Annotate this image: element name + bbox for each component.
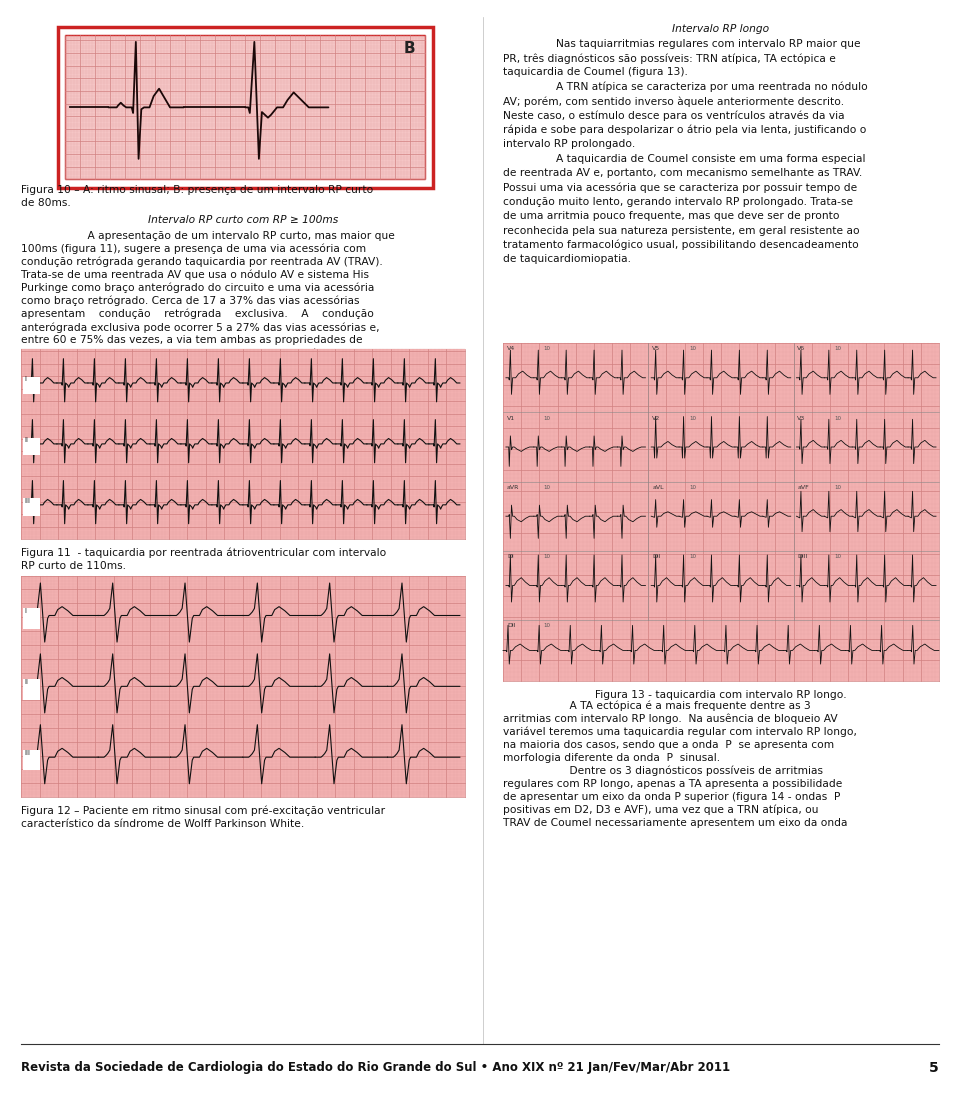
- Text: V3: V3: [798, 416, 805, 421]
- Bar: [503, 343, 939, 681]
- Text: de taquicardiomiopatia.: de taquicardiomiopatia.: [503, 255, 631, 265]
- Text: taquicardia de Coumel (figura 13).: taquicardia de Coumel (figura 13).: [503, 68, 688, 77]
- Text: II: II: [24, 679, 28, 685]
- Text: Intervalo RP longo: Intervalo RP longo: [672, 24, 770, 34]
- Text: de apresentar um eixo da onda P superior (figura 14 - ondas  P: de apresentar um eixo da onda P superior…: [503, 792, 840, 801]
- Text: Purkinge como braço anterógrado do circuito e uma via acessória: Purkinge como braço anterógrado do circu…: [21, 283, 374, 293]
- Bar: [21, 349, 465, 539]
- Text: V4: V4: [507, 346, 516, 352]
- Text: Intervalo RP curto com RP ≥ 100ms: Intervalo RP curto com RP ≥ 100ms: [148, 215, 339, 225]
- Text: de 80ms.: de 80ms.: [21, 198, 71, 208]
- Text: Dentre os 3 diagnósticos possíveis de arritmias: Dentre os 3 diagnósticos possíveis de ar…: [556, 766, 823, 776]
- Text: Figura 13 - taquicardia com intervalo RP longo.: Figura 13 - taquicardia com intervalo RP…: [595, 690, 847, 700]
- Text: condução muito lento, gerando intervalo RP prolongado. Trata-se: condução muito lento, gerando intervalo …: [503, 197, 853, 207]
- Text: 10: 10: [543, 346, 551, 352]
- Text: III: III: [24, 498, 30, 504]
- Text: 10: 10: [689, 555, 696, 559]
- Text: como braço retrógrado. Cerca de 17 a 37% das vias acessórias: como braço retrógrado. Cerca de 17 a 37%…: [21, 296, 360, 307]
- Text: Trata-se de uma reentrada AV que usa o nódulo AV e sistema His: Trata-se de uma reentrada AV que usa o n…: [21, 270, 369, 280]
- Text: TRAV de Coumel necessariamente apresentem um eixo da onda: TRAV de Coumel necessariamente apresente…: [503, 818, 848, 828]
- Text: 10: 10: [543, 485, 551, 490]
- Bar: [23, 608, 40, 629]
- Text: II: II: [24, 437, 28, 443]
- Text: V6: V6: [798, 346, 805, 352]
- Text: PR, três diagnósticos são possíveis: TRN atípica, TA ectópica e: PR, três diagnósticos são possíveis: TRN…: [503, 53, 836, 63]
- Text: DI: DI: [507, 555, 514, 559]
- Text: RP curto de 110ms.: RP curto de 110ms.: [21, 561, 126, 571]
- Text: Figura 10 – A: ritmo sinusal; B: presença de um intervalo RP curto: Figura 10 – A: ritmo sinusal; B: presenç…: [21, 185, 373, 195]
- Text: 10: 10: [543, 555, 551, 559]
- Bar: [21, 576, 465, 797]
- Text: DII: DII: [507, 623, 516, 629]
- Text: I: I: [24, 376, 26, 382]
- Text: 10: 10: [689, 416, 696, 421]
- Text: aVF: aVF: [798, 485, 809, 490]
- Text: I: I: [24, 608, 26, 614]
- Text: reconhecida pela sua natureza persistente, em geral resistente ao: reconhecida pela sua natureza persistent…: [503, 226, 859, 236]
- Text: via acessória, gerando o fenômeno de pré-excitação ventricular,: via acessória, gerando o fenômeno de pré…: [21, 361, 368, 372]
- Text: 10: 10: [834, 485, 841, 490]
- FancyBboxPatch shape: [58, 27, 433, 188]
- Text: apresentam    condução    retrógrada    exclusiva.    A    condução: apresentam condução retrógrada exclusiva…: [21, 309, 374, 320]
- Text: regulares com RP longo, apenas a TA apresenta a possibilidade: regulares com RP longo, apenas a TA apre…: [503, 779, 843, 789]
- Text: A TA ectópica é a mais frequente dentre as 3: A TA ectópica é a mais frequente dentre …: [556, 701, 810, 711]
- Bar: [23, 679, 40, 700]
- Text: aVR: aVR: [507, 485, 519, 490]
- Text: 10: 10: [543, 416, 551, 421]
- Text: DII: DII: [652, 555, 660, 559]
- Text: tratamento farmacológico usual, possibilitando desencadeamento: tratamento farmacológico usual, possibil…: [503, 240, 859, 250]
- Text: Nas taquiarritmias regulares com intervalo RP maior que: Nas taquiarritmias regulares com interva…: [556, 39, 860, 49]
- Text: variável teremos uma taquicardia regular com intervalo RP longo,: variável teremos uma taquicardia regular…: [503, 726, 857, 737]
- Text: 10: 10: [834, 346, 841, 352]
- Text: III: III: [24, 749, 30, 756]
- Text: A taquicardia de Coumel consiste em uma forma especial: A taquicardia de Coumel consiste em uma …: [556, 154, 865, 164]
- Text: V5: V5: [652, 346, 660, 352]
- Bar: [65, 35, 425, 179]
- Text: 5: 5: [929, 1061, 939, 1075]
- Text: intervalo RP prolongado.: intervalo RP prolongado.: [503, 139, 636, 149]
- Text: AV; porém, com sentido inverso àquele anteriormente descrito.: AV; porém, com sentido inverso àquele an…: [503, 96, 844, 106]
- Text: Figura 12 – Paciente em ritmo sinusal com pré-excitação ventricular: Figura 12 – Paciente em ritmo sinusal co…: [21, 806, 385, 816]
- Text: arritmias com intervalo RP longo.  Na ausência de bloqueio AV: arritmias com intervalo RP longo. Na aus…: [503, 713, 838, 724]
- Bar: [23, 498, 40, 516]
- Text: 100ms (figura 11), sugere a presença de uma via acessória com: 100ms (figura 11), sugere a presença de …: [21, 244, 367, 255]
- Text: positivas em D2, D3 e AVF), uma vez que a TRN atípica, ou: positivas em D2, D3 e AVF), uma vez que …: [503, 805, 819, 816]
- Text: Revista da Sociedade de Cardiologia do Estado do Rio Grande do Sul • Ano XIX nº : Revista da Sociedade de Cardiologia do E…: [21, 1061, 731, 1074]
- Text: anterógrada exclusiva pode ocorrer 5 a 27% das vias acessórias e,: anterógrada exclusiva pode ocorrer 5 a 2…: [21, 322, 379, 332]
- Text: entre 60 e 75% das vezes, a via tem ambas as propriedades de: entre 60 e 75% das vezes, a via tem amba…: [21, 335, 363, 345]
- Bar: [23, 376, 40, 394]
- Text: característico da síndrome de Wolff Parkinson White.: característico da síndrome de Wolff Park…: [21, 819, 304, 829]
- Text: rápida e sobe para despolarizar o átrio pela via lenta, justificando o: rápida e sobe para despolarizar o átrio …: [503, 125, 867, 135]
- Text: DIII: DIII: [798, 555, 808, 559]
- Text: de reentrada AV e, portanto, com mecanismo semelhante as TRAV.: de reentrada AV e, portanto, com mecanis…: [503, 168, 862, 178]
- Text: condução retrógrada gerando taquicardia por reentrada AV (TRAV).: condução retrógrada gerando taquicardia …: [21, 257, 383, 267]
- Text: condução⁶. Na presença arritmia e de condução anterógrada pela: condução⁶. Na presença arritmia e de con…: [21, 349, 374, 359]
- Text: A TRN atípica se caracteriza por uma reentrada no nódulo: A TRN atípica se caracteriza por uma ree…: [556, 82, 868, 92]
- Text: Neste caso, o estímulo desce para os ventrículos através da via: Neste caso, o estímulo desce para os ven…: [503, 111, 845, 121]
- Text: 10: 10: [689, 346, 696, 352]
- Bar: [23, 437, 40, 455]
- Text: A apresentação de um intervalo RP curto, mas maior que: A apresentação de um intervalo RP curto,…: [74, 230, 395, 240]
- Text: 10: 10: [543, 623, 551, 629]
- Text: B: B: [404, 41, 416, 56]
- Text: caracteriza-se a síndrome de Wolff Parkinson White (figura 12).: caracteriza-se a síndrome de Wolff Parki…: [21, 374, 360, 385]
- Text: aVL: aVL: [652, 485, 663, 490]
- Text: 10: 10: [834, 555, 841, 559]
- Text: Possui uma via acessória que se caracteriza por possuir tempo de: Possui uma via acessória que se caracter…: [503, 183, 857, 193]
- Text: 10: 10: [834, 416, 841, 421]
- Text: na maioria dos casos, sendo que a onda  P  se apresenta com: na maioria dos casos, sendo que a onda P…: [503, 739, 834, 749]
- Text: 10: 10: [689, 485, 696, 490]
- Text: morfologia diferente da onda  P  sinusal.: morfologia diferente da onda P sinusal.: [503, 753, 720, 763]
- Text: V1: V1: [507, 416, 515, 421]
- Text: Figura 11  - taquicardia por reentrada átrioventricular com intervalo: Figura 11 - taquicardia por reentrada át…: [21, 548, 386, 558]
- Text: V2: V2: [652, 416, 660, 421]
- Text: de uma arritmia pouco frequente, mas que deve ser de pronto: de uma arritmia pouco frequente, mas que…: [503, 211, 840, 221]
- Bar: [23, 749, 40, 770]
